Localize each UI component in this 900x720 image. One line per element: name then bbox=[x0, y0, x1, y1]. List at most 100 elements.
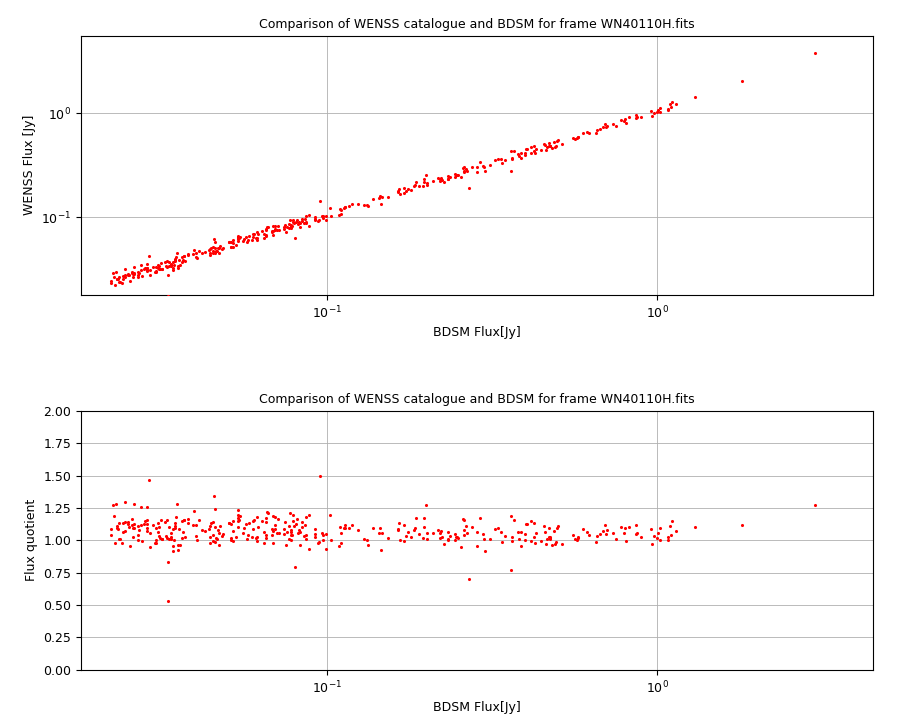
Point bbox=[167, 255, 182, 266]
Point bbox=[448, 534, 463, 546]
Point bbox=[121, 268, 135, 279]
Point bbox=[226, 515, 240, 526]
Point bbox=[148, 266, 163, 278]
Point bbox=[483, 534, 498, 545]
Point bbox=[171, 260, 185, 271]
Point bbox=[168, 518, 183, 529]
Point bbox=[688, 91, 702, 103]
Point bbox=[596, 121, 610, 132]
Point bbox=[504, 145, 518, 157]
Point bbox=[538, 144, 553, 156]
Point bbox=[520, 143, 535, 154]
Point bbox=[443, 171, 457, 183]
Point bbox=[277, 221, 292, 233]
Point bbox=[337, 202, 351, 213]
Point bbox=[194, 524, 209, 536]
Point bbox=[544, 140, 558, 152]
Point bbox=[616, 527, 631, 539]
Point bbox=[454, 541, 468, 552]
Point bbox=[261, 507, 275, 518]
Point bbox=[663, 99, 678, 110]
Point bbox=[280, 526, 294, 537]
Point bbox=[190, 534, 204, 545]
Point bbox=[130, 521, 145, 532]
Point bbox=[233, 510, 248, 522]
Point bbox=[652, 107, 667, 118]
Point bbox=[544, 533, 558, 544]
Point bbox=[488, 155, 502, 166]
Point bbox=[476, 160, 491, 171]
Point bbox=[299, 216, 313, 228]
Point bbox=[118, 525, 132, 536]
Point bbox=[294, 516, 309, 528]
Point bbox=[334, 208, 348, 220]
Point bbox=[121, 269, 135, 280]
Point bbox=[488, 523, 502, 535]
Point bbox=[450, 531, 464, 543]
Point bbox=[161, 556, 176, 567]
Point bbox=[391, 525, 405, 536]
Point bbox=[440, 173, 454, 184]
Point bbox=[268, 224, 283, 235]
Point bbox=[131, 269, 146, 281]
Point bbox=[342, 522, 356, 534]
Point bbox=[470, 161, 484, 173]
Point bbox=[284, 222, 298, 234]
Point bbox=[250, 229, 265, 240]
Point bbox=[161, 261, 176, 272]
Point bbox=[236, 528, 250, 539]
Point bbox=[242, 517, 256, 528]
Point bbox=[167, 521, 182, 532]
Point bbox=[208, 503, 222, 515]
Point bbox=[134, 502, 148, 513]
Point bbox=[282, 533, 296, 544]
Point bbox=[365, 193, 380, 204]
Point bbox=[568, 534, 582, 545]
Point bbox=[600, 525, 615, 536]
Point bbox=[140, 263, 154, 274]
Point bbox=[230, 509, 245, 521]
Point bbox=[291, 218, 305, 230]
Point bbox=[138, 515, 152, 526]
Point bbox=[113, 276, 128, 287]
Point bbox=[572, 131, 586, 143]
Point bbox=[160, 514, 175, 526]
Point bbox=[333, 203, 347, 215]
Point bbox=[270, 225, 284, 236]
Point bbox=[541, 531, 555, 542]
Point bbox=[267, 220, 282, 232]
Point bbox=[266, 225, 280, 237]
Point bbox=[155, 263, 169, 274]
Point bbox=[512, 534, 526, 545]
Point bbox=[127, 268, 141, 279]
Point bbox=[534, 535, 548, 546]
Point bbox=[272, 224, 286, 235]
Point bbox=[250, 234, 265, 246]
Point bbox=[189, 531, 203, 542]
Point bbox=[173, 259, 187, 271]
Point bbox=[280, 221, 294, 233]
Point bbox=[208, 237, 222, 248]
Point bbox=[161, 290, 176, 302]
Point bbox=[451, 532, 465, 544]
Point bbox=[148, 266, 162, 278]
Point bbox=[143, 541, 157, 553]
Point bbox=[166, 256, 180, 268]
Point bbox=[541, 140, 555, 152]
Point bbox=[478, 546, 492, 557]
Point bbox=[267, 222, 282, 234]
Point bbox=[634, 112, 649, 123]
Point bbox=[294, 521, 309, 533]
Point bbox=[440, 534, 454, 545]
Point bbox=[203, 243, 218, 255]
Point bbox=[688, 521, 702, 533]
Point bbox=[166, 264, 180, 275]
Point bbox=[653, 102, 668, 114]
Point bbox=[245, 531, 259, 542]
Point bbox=[420, 179, 435, 191]
Point bbox=[319, 215, 333, 226]
Point bbox=[420, 177, 435, 189]
Point bbox=[164, 260, 178, 271]
Point bbox=[570, 132, 584, 144]
Point bbox=[580, 127, 594, 138]
